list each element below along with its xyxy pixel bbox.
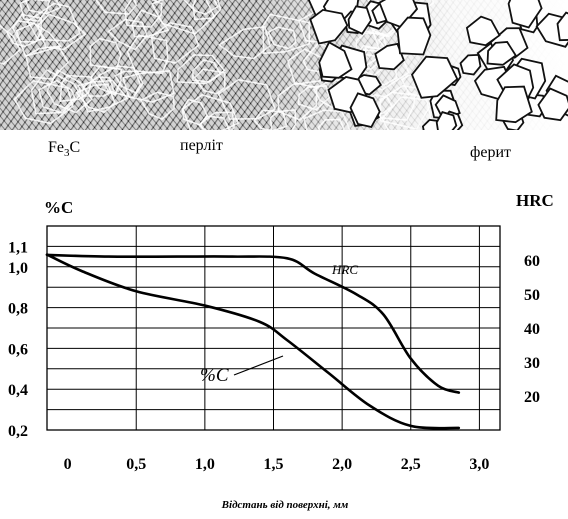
x-tick-label: 2,5 [401, 456, 421, 473]
ferrite-grain [437, 112, 457, 135]
y-axis-left-title: %C [44, 198, 73, 217]
y-right-tick-label: 40 [524, 321, 540, 338]
y-axis-right-ticks: 60 50 40 30 20 [524, 253, 540, 406]
chart-series [47, 255, 459, 429]
label-ferrite: ферит [470, 144, 511, 161]
x-tick-label: 0 [64, 456, 72, 473]
y-left-tick-label: 1,1 [8, 239, 28, 256]
y-left-tick-label: 0,8 [8, 301, 28, 318]
x-tick-label: 0,5 [126, 456, 146, 473]
x-tick-label: 3,0 [469, 456, 489, 473]
y-right-tick-label: 20 [524, 389, 540, 406]
y-axis-left-ticks: 1,1 1,0 0,8 0,6 0,4 0,2 [8, 239, 28, 440]
y-left-tick-label: 0,6 [8, 341, 28, 358]
x-tick-label: 2,0 [332, 456, 352, 473]
series-label-hrc: HRC [331, 262, 358, 277]
x-axis-ticks: 0 0,5 1,0 1,5 2,0 2,5 3,0 [64, 456, 490, 473]
x-tick-label: 1,0 [195, 456, 215, 473]
series-line-carbon [47, 255, 459, 429]
y-left-tick-label: 0,4 [8, 382, 28, 399]
y-right-tick-label: 50 [524, 287, 540, 304]
micrograph-image [0, 0, 568, 139]
y-left-tick-label: 1,0 [8, 260, 28, 277]
series-label-carbon: %C [200, 365, 229, 386]
y-right-tick-label: 60 [524, 253, 540, 270]
label-cementite: Fe3C [48, 139, 80, 159]
x-tick-label: 1,5 [264, 456, 284, 473]
series-label-carbon-leader [234, 356, 283, 375]
x-axis-title: Відстань від поверхні, мм [221, 499, 349, 511]
label-pearlite: перліт [180, 137, 223, 154]
y-axis-right-title: HRC [516, 191, 554, 210]
y-left-tick-label: 0,2 [8, 423, 28, 440]
y-right-tick-label: 30 [524, 355, 540, 372]
ferrite-grain [398, 18, 431, 55]
series-line-hrc [47, 255, 459, 393]
